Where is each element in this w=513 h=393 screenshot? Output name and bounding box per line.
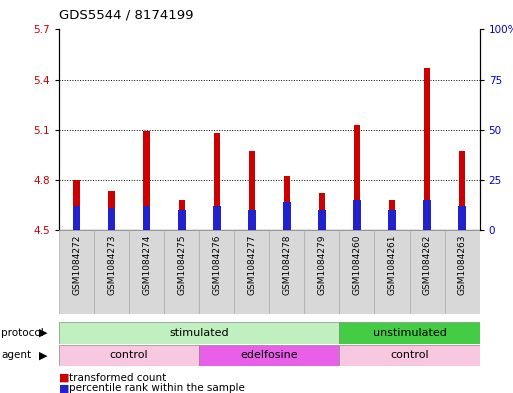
Bar (73, 206, 81, 230)
Text: edelfosine: edelfosine (241, 351, 298, 360)
Bar (409, 230, 445, 314)
Bar (59, 230, 94, 314)
Text: GSM1084262: GSM1084262 (423, 234, 431, 294)
Bar (179, 200, 185, 230)
Bar (248, 210, 255, 230)
Bar (283, 202, 291, 230)
Bar (459, 151, 465, 230)
Bar (319, 193, 325, 230)
Bar (59, 345, 199, 366)
Text: GSM1084277: GSM1084277 (247, 234, 256, 295)
Bar (178, 210, 186, 230)
Text: GSM1084275: GSM1084275 (177, 234, 186, 295)
Text: GDS5544 / 8174199: GDS5544 / 8174199 (59, 9, 193, 22)
Bar (94, 230, 129, 314)
Bar (73, 180, 80, 230)
Bar (199, 345, 340, 366)
Bar (234, 230, 269, 314)
Bar (340, 345, 480, 366)
Text: GSM1084276: GSM1084276 (212, 234, 221, 295)
Bar (108, 208, 115, 230)
Text: GSM1084273: GSM1084273 (107, 234, 116, 295)
Bar (144, 131, 150, 230)
Bar (164, 230, 199, 314)
Bar (354, 125, 360, 230)
Text: ▶: ▶ (39, 351, 48, 360)
Text: ■: ■ (59, 373, 69, 383)
Bar (249, 151, 255, 230)
Bar (129, 230, 164, 314)
Bar (318, 210, 326, 230)
Text: GSM1084263: GSM1084263 (458, 234, 467, 295)
Bar (445, 230, 480, 314)
Text: percentile rank within the sample: percentile rank within the sample (69, 383, 245, 393)
Bar (353, 200, 361, 230)
Bar (143, 206, 150, 230)
Text: transformed count: transformed count (69, 373, 167, 383)
Text: unstimulated: unstimulated (372, 328, 446, 338)
Bar (424, 68, 430, 230)
Bar (340, 322, 480, 344)
Bar (269, 230, 304, 314)
Bar (423, 200, 431, 230)
Text: ▶: ▶ (39, 328, 48, 338)
Text: GSM1084260: GSM1084260 (352, 234, 362, 295)
Text: protocol: protocol (1, 328, 44, 338)
Text: control: control (390, 351, 429, 360)
Bar (284, 176, 290, 230)
Text: ■: ■ (59, 383, 69, 393)
Text: GSM1084272: GSM1084272 (72, 234, 81, 294)
Bar (458, 206, 466, 230)
Bar (108, 191, 115, 230)
Text: GSM1084279: GSM1084279 (318, 234, 326, 295)
Bar (388, 210, 396, 230)
Bar (304, 230, 340, 314)
Bar (59, 322, 340, 344)
Bar (199, 230, 234, 314)
Bar (213, 206, 221, 230)
Text: GSM1084274: GSM1084274 (142, 234, 151, 294)
Text: control: control (110, 351, 148, 360)
Text: agent: agent (1, 351, 31, 360)
Bar (213, 133, 220, 230)
Text: GSM1084278: GSM1084278 (282, 234, 291, 295)
Bar (340, 230, 374, 314)
Bar (389, 200, 395, 230)
Text: stimulated: stimulated (169, 328, 229, 338)
Text: GSM1084261: GSM1084261 (387, 234, 397, 295)
Bar (374, 230, 409, 314)
